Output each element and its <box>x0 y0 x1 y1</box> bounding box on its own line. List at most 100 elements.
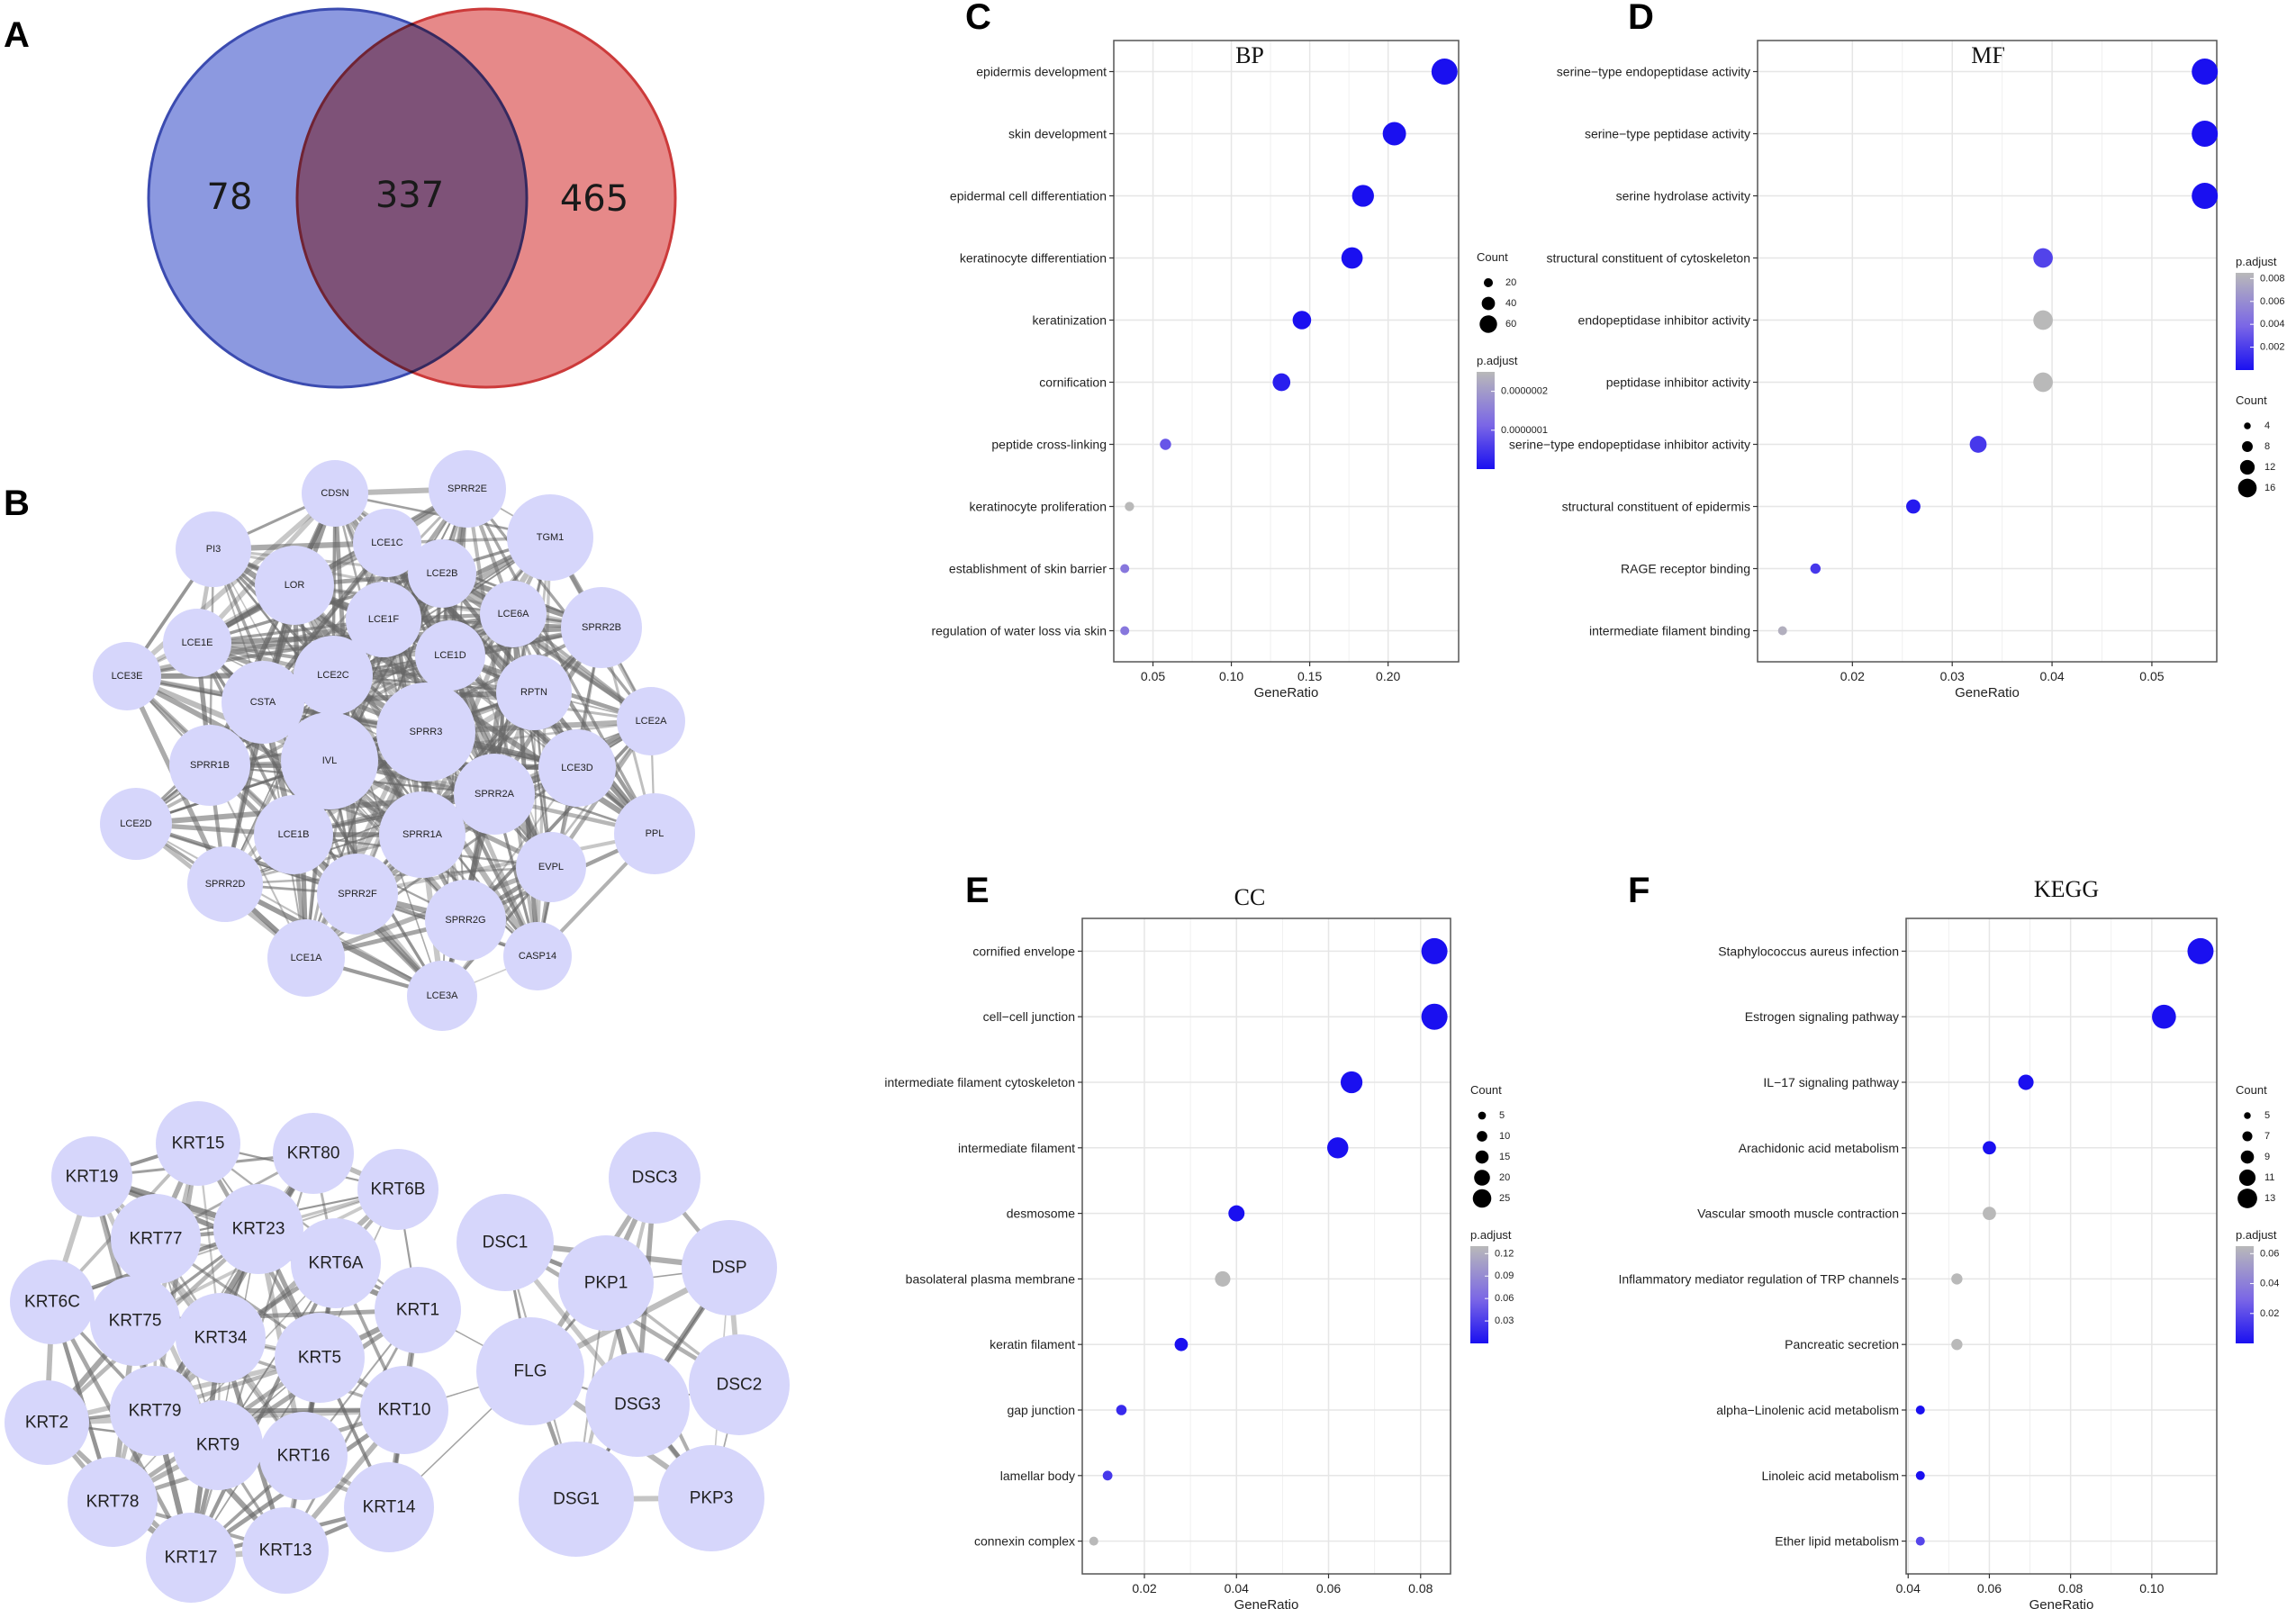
plot-frame <box>1905 917 2218 1575</box>
data-point <box>1810 563 1821 574</box>
term-label: peptidase inhibitor activity <box>1606 375 1750 390</box>
count-legend-title: Count <box>1470 1083 1502 1097</box>
data-point <box>1340 1071 1363 1094</box>
count-legend-label: 16 <box>2264 483 2275 493</box>
x-axis-label: GeneRatio <box>1254 685 1319 701</box>
node-circle <box>480 581 547 647</box>
chart-title: BP <box>1235 42 1264 68</box>
node-label: FLG <box>514 1362 547 1381</box>
x-axis-label: GeneRatio <box>1955 685 2020 701</box>
data-point <box>1120 626 1130 636</box>
chart-title: CC <box>1234 884 1266 910</box>
term-label: connexin complex <box>974 1534 1075 1549</box>
node-label: SPRR2E <box>447 484 487 494</box>
venn-left-only-count: 78 <box>207 176 253 218</box>
top-network-edge <box>125 491 337 679</box>
x-tick-label: 0.08 <box>1408 1581 1433 1595</box>
x-tick-label: 0.03 <box>1940 669 1965 683</box>
term-label: epidermal cell differentiation <box>950 189 1107 203</box>
data-point <box>1915 1406 1925 1415</box>
x-tick-label: 0.05 <box>1141 669 1165 683</box>
node-label: SPRR2G <box>445 915 485 926</box>
node-label: PKP1 <box>584 1274 628 1293</box>
node-label: PKP3 <box>690 1489 734 1508</box>
network-node-krt17: KRT17 <box>146 1513 236 1603</box>
x-tick-label: 0.02 <box>1132 1581 1156 1595</box>
network-node-lce3d: LCE3D <box>538 729 616 807</box>
dotplot-c: BP epidermis development skin development e… <box>931 40 1548 701</box>
node-circle <box>658 1445 764 1551</box>
network-node-flg: FLG <box>476 1317 584 1425</box>
top-network-edge <box>511 613 553 868</box>
plot-frame <box>1081 917 1451 1575</box>
network-node-krt78: KRT78 <box>68 1457 158 1547</box>
panel-letter-a: A <box>4 15 30 55</box>
network-node-krt2: KRT2 <box>5 1380 89 1465</box>
x-axis-label: GeneRatio <box>1234 1597 1299 1609</box>
data-point <box>1089 1536 1098 1546</box>
data-point <box>1160 438 1171 450</box>
node-label: CASP14 <box>519 951 556 962</box>
term-label: alpha−Linolenic acid metabolism <box>1716 1403 1899 1417</box>
node-label: KRT6B <box>371 1180 426 1199</box>
network-node-sprr2e: SPRR2E <box>429 450 506 528</box>
term-label: IL−17 signaling pathway <box>1763 1075 1899 1089</box>
node-circle <box>516 832 586 902</box>
network-node-krt80: KRT80 <box>273 1113 354 1194</box>
count-legend-label: 20 <box>1499 1172 1510 1183</box>
data-point <box>2018 1074 2034 1090</box>
network-node-krt6a: KRT6A <box>291 1218 381 1308</box>
top-network-edge <box>356 691 536 896</box>
count-legend-label: 60 <box>1505 319 1516 330</box>
term-label: lamellar body <box>1000 1469 1075 1483</box>
node-circle <box>415 620 485 691</box>
node-label: KRT14 <box>363 1498 416 1517</box>
count-legend-dot <box>1483 277 1494 288</box>
data-point <box>2152 1004 2176 1029</box>
node-label: SPRR2F <box>338 889 377 899</box>
node-circle <box>617 687 685 755</box>
node-label: LCE1D <box>434 650 466 661</box>
padjust-legend-label: 0.04 <box>2260 1279 2279 1289</box>
term-label: intermediate filament binding <box>1589 624 1750 638</box>
node-circle <box>408 539 476 608</box>
count-legend-dot <box>2244 422 2251 429</box>
node-circle <box>425 880 506 961</box>
node-label: SPRR2D <box>205 879 246 890</box>
network-node-krt1: KRT1 <box>375 1267 461 1353</box>
node-circle <box>156 1101 240 1186</box>
node-label: KRT80 <box>287 1144 340 1163</box>
network-node-krt6c: KRT6C <box>10 1260 95 1344</box>
node-circle <box>302 460 368 527</box>
node-circle <box>51 1136 132 1217</box>
term-label: gap junction <box>1007 1403 1075 1417</box>
node-circle <box>275 1313 365 1403</box>
data-point <box>1120 564 1130 574</box>
count-legend-dot <box>1478 1111 1487 1120</box>
node-circle <box>90 1276 180 1366</box>
node-label: CDSN <box>321 488 348 499</box>
padjust-colorbar <box>1470 1246 1488 1343</box>
data-point <box>2192 183 2219 209</box>
network-node-krt75: KRT75 <box>90 1276 180 1366</box>
node-label: DSP <box>711 1259 746 1278</box>
count-legend-dot <box>1472 1189 1492 1208</box>
grid <box>1082 918 1451 1574</box>
node-label: LCE3D <box>561 763 593 773</box>
term-label: keratinization <box>1033 313 1107 328</box>
plot-frame <box>1113 40 1460 663</box>
node-circle <box>187 846 263 922</box>
data-point <box>1431 59 1458 85</box>
term-label: structural constituent of epidermis <box>1562 500 1750 514</box>
padjust-colorbar <box>2236 1246 2254 1343</box>
data-point <box>1951 1339 1963 1351</box>
node-circle <box>379 791 466 878</box>
top-network-edge <box>533 692 538 957</box>
network-node-lce1a: LCE1A <box>267 919 345 997</box>
count-legend-label: 8 <box>2264 441 2270 452</box>
x-tick-label: 0.10 <box>2139 1581 2164 1595</box>
network-node-krt14: KRT14 <box>344 1462 434 1552</box>
term-label: establishment of skin barrier <box>949 562 1107 576</box>
count-legend: Count 5 7 9 11 13 <box>2236 1083 2275 1208</box>
node-label: LCE3A <box>427 990 459 1001</box>
